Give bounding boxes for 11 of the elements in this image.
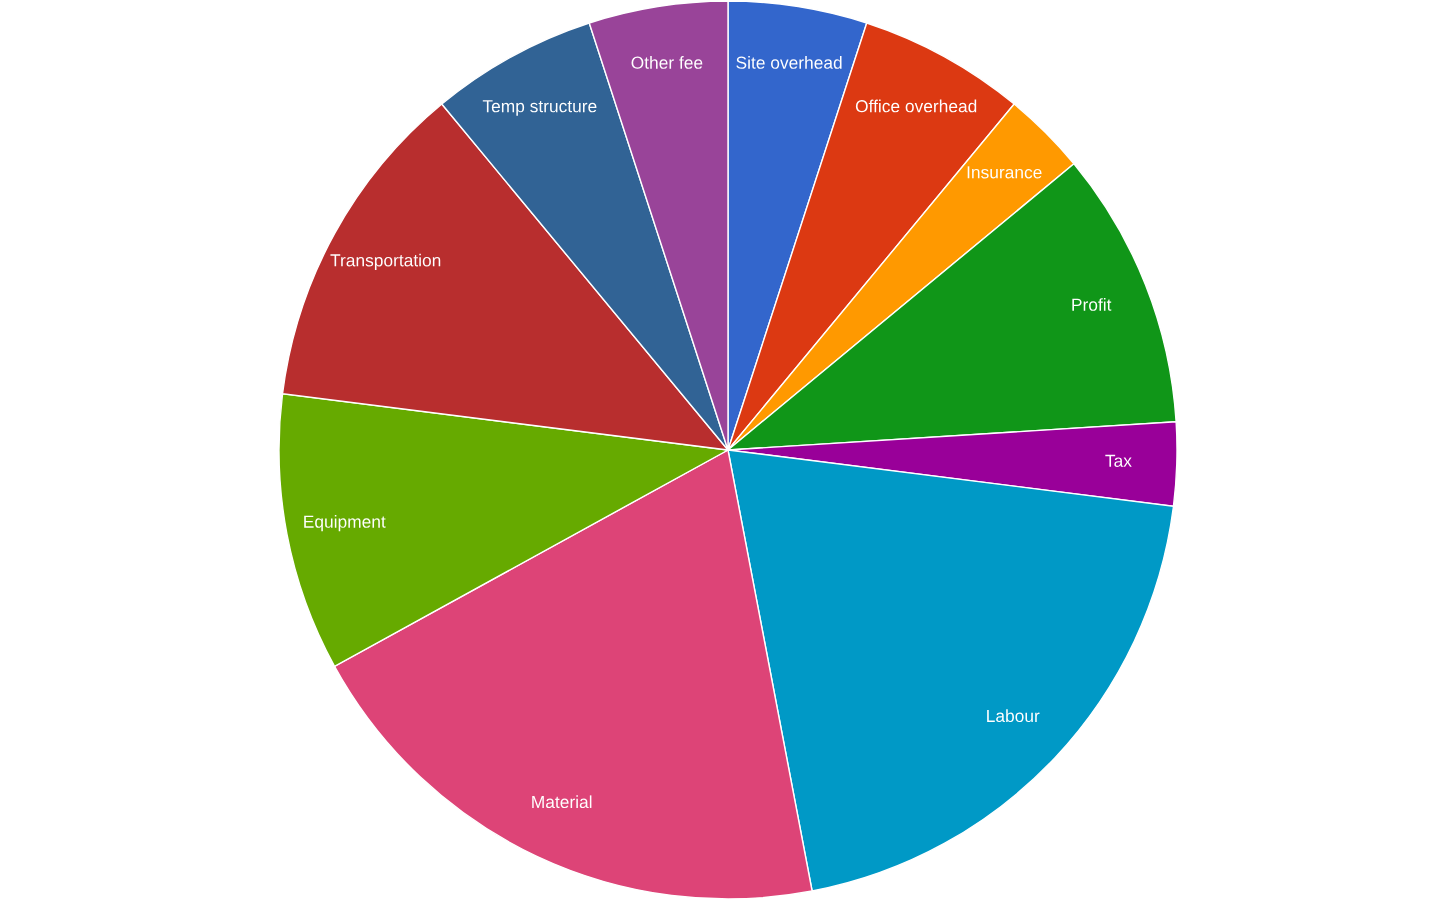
slice-label: Other fee <box>631 56 703 69</box>
slice-label: Temp structure <box>482 100 597 116</box>
slice-label: Profit <box>1072 298 1112 311</box>
slice-label: Tax <box>1105 454 1132 467</box>
slice-label: Insurance <box>967 166 1042 179</box>
slice-label: Labour <box>987 709 1040 723</box>
slice-label: Site overhead <box>736 56 842 69</box>
slice-label: Material <box>532 795 592 809</box>
slice-label: Office overhead <box>855 99 977 113</box>
slice-label: Transportation <box>330 253 441 270</box>
slice-label: Equipment <box>304 515 386 532</box>
